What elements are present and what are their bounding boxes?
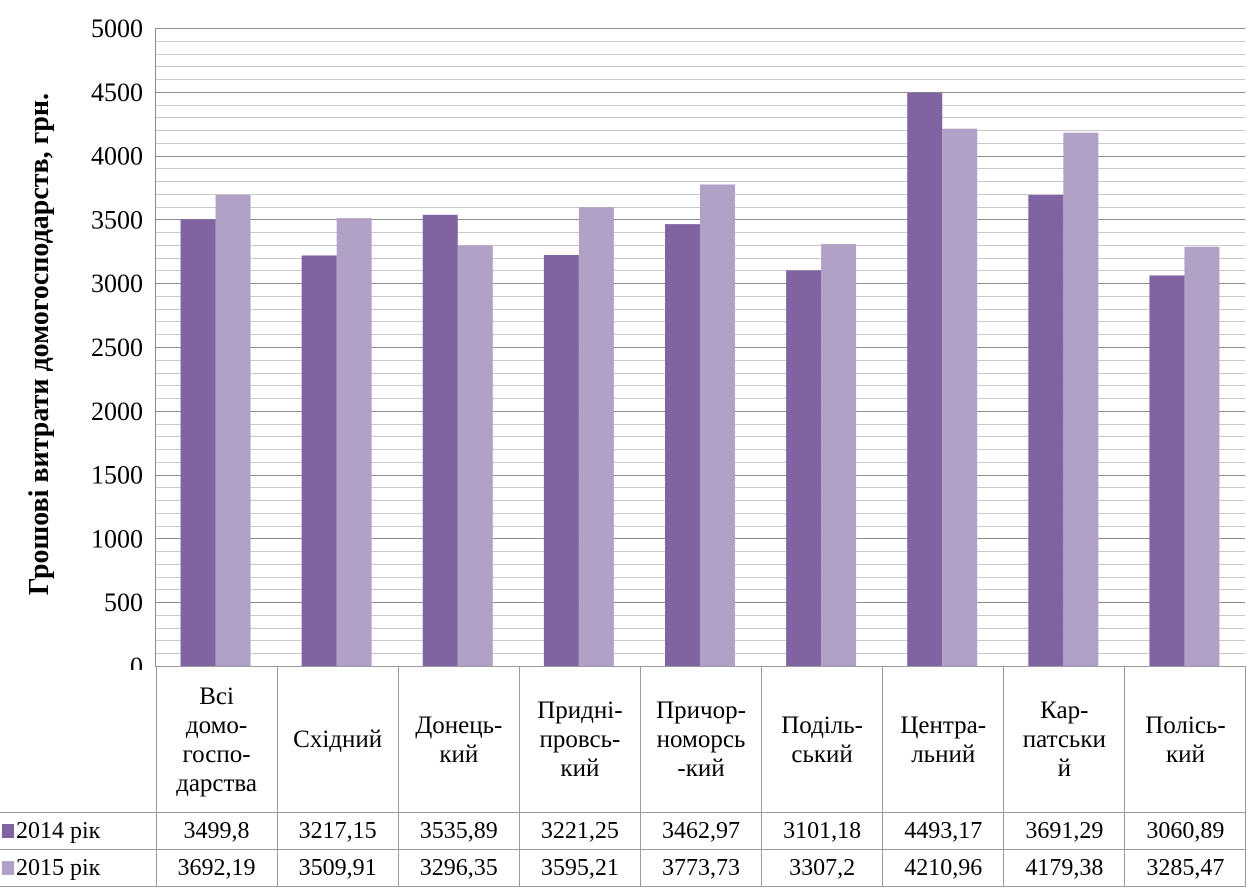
- y-axis-label: Грошові витрати домогосподарств, грн.: [24, 93, 55, 595]
- bar-2014-рік-5: [786, 270, 821, 666]
- category-label-line: Кар-: [1004, 696, 1124, 725]
- data-label: 4210,96: [883, 850, 1004, 887]
- y-tick-label: 4500: [91, 78, 143, 107]
- legend-entry-2015: 2015 рік: [0, 850, 156, 887]
- bars: [181, 93, 1220, 666]
- bar-2015-рік-2: [458, 245, 493, 666]
- data-table: Всі домо-госпо-дарства Східний Донець-кий Пр…: [0, 666, 1246, 887]
- category-label-line: провсь-: [520, 725, 640, 754]
- data-label: 3060,89: [1125, 813, 1246, 850]
- bar-2014-рік-7: [1028, 195, 1063, 666]
- series-row-2014: 2014 рік 3499,8 3217,15 3535,89 3221,25 3462…: [0, 813, 1246, 850]
- legend-entry-2014: 2014 рік: [0, 813, 156, 850]
- category-label-line: Полісь-: [1125, 711, 1245, 740]
- category-label-line: Східний: [278, 725, 398, 754]
- bar-2015-рік-7: [1063, 133, 1098, 666]
- category-label-line: ський: [762, 740, 882, 769]
- category-label-line: Центра-: [883, 711, 1003, 740]
- category-label-line: Всі: [157, 682, 277, 711]
- y-tick-label: 4000: [91, 142, 143, 171]
- bar-2014-рік-2: [423, 215, 458, 666]
- legend-label-2015: 2015 рік: [16, 855, 100, 881]
- category-label-line: патськи: [1004, 725, 1124, 754]
- bar-2015-рік-1: [337, 218, 372, 666]
- category-label-line: Поділь-: [762, 711, 882, 740]
- bar-2015-рік-5: [821, 244, 856, 666]
- data-label: 3595,21: [519, 850, 640, 887]
- legend-label-2014: 2014 рік: [16, 818, 100, 844]
- y-tick-label: 2000: [91, 397, 143, 426]
- category-label-line: домо-: [157, 711, 277, 740]
- category-label: Всі домо-госпо-дарства: [156, 667, 277, 813]
- category-label-line: Причор-: [641, 696, 761, 725]
- bar-2015-рік-8: [1184, 247, 1219, 666]
- y-tick-label: 500: [104, 588, 143, 617]
- bar-2014-рік-4: [665, 224, 700, 666]
- category-label: Східний: [277, 667, 398, 813]
- bar-2015-рік-3: [579, 207, 614, 666]
- data-label: 3101,18: [762, 813, 883, 850]
- category-label: Причор-номорсь -кий: [640, 667, 761, 813]
- data-label: 3499,8: [156, 813, 277, 850]
- category-row: Всі домо-госпо-дарства Східний Донець-кий Пр…: [0, 667, 1246, 813]
- bar-2014-рік-1: [302, 255, 337, 666]
- data-label: 3773,73: [640, 850, 761, 887]
- category-label-line: госпо-: [157, 740, 277, 769]
- category-label-line: льний: [883, 740, 1003, 769]
- y-tick-label: 5000: [91, 14, 143, 43]
- data-label: 3307,2: [762, 850, 883, 887]
- data-label: 3462,97: [640, 813, 761, 850]
- legend-swatch-2015: [2, 861, 14, 875]
- category-label: Кар-патськи й: [1004, 667, 1125, 813]
- y-tick-label: 2500: [91, 333, 143, 362]
- bar-2015-рік-0: [216, 195, 251, 666]
- bar-2014-рік-0: [181, 219, 216, 666]
- data-label: 3692,19: [156, 850, 277, 887]
- data-label: 3691,29: [1004, 813, 1125, 850]
- data-label: 3217,15: [277, 813, 398, 850]
- data-label: 4493,17: [883, 813, 1004, 850]
- data-label: 4179,38: [1004, 850, 1125, 887]
- bar-2015-рік-4: [700, 184, 735, 666]
- table-corner: [0, 667, 156, 813]
- data-label: 3509,91: [277, 850, 398, 887]
- y-tick-label: 3000: [91, 269, 143, 298]
- data-label: 3221,25: [519, 813, 640, 850]
- category-label-line: кий: [1125, 740, 1245, 769]
- category-label-line: Донець-: [399, 711, 519, 740]
- legend-swatch-2014: [2, 824, 14, 838]
- bar-2014-рік-8: [1149, 275, 1184, 666]
- category-label-line: кий: [399, 740, 519, 769]
- data-label: 3296,35: [398, 850, 519, 887]
- bar-2014-рік-6: [907, 93, 942, 666]
- data-label: 3285,47: [1125, 850, 1246, 887]
- category-label: Центра-льний: [883, 667, 1004, 813]
- series-row-2015: 2015 рік 3692,19 3509,91 3296,35 3595,21 377…: [0, 850, 1246, 887]
- data-label: 3535,89: [398, 813, 519, 850]
- category-label-line: й: [1004, 754, 1124, 783]
- category-label-line: Придні-: [520, 696, 640, 725]
- category-label: Поділь-ський: [762, 667, 883, 813]
- y-tick-label: 1500: [91, 461, 143, 490]
- category-label-line: дарства: [157, 769, 277, 798]
- category-label: Придні-провсь-кий: [519, 667, 640, 813]
- bar-2015-рік-6: [942, 129, 977, 666]
- category-label: Полісь-кий: [1125, 667, 1246, 813]
- category-label-line: номорсь: [641, 725, 761, 754]
- category-label-line: кий: [520, 754, 640, 783]
- y-tick-label: 1000: [91, 524, 143, 553]
- y-tick-label: 3500: [91, 205, 143, 234]
- category-label-line: -кий: [641, 754, 761, 783]
- category-label: Донець-кий: [398, 667, 519, 813]
- bar-chart: 0500100015002000250030003500400045005000…: [0, 0, 1250, 670]
- bar-2014-рік-3: [544, 255, 579, 666]
